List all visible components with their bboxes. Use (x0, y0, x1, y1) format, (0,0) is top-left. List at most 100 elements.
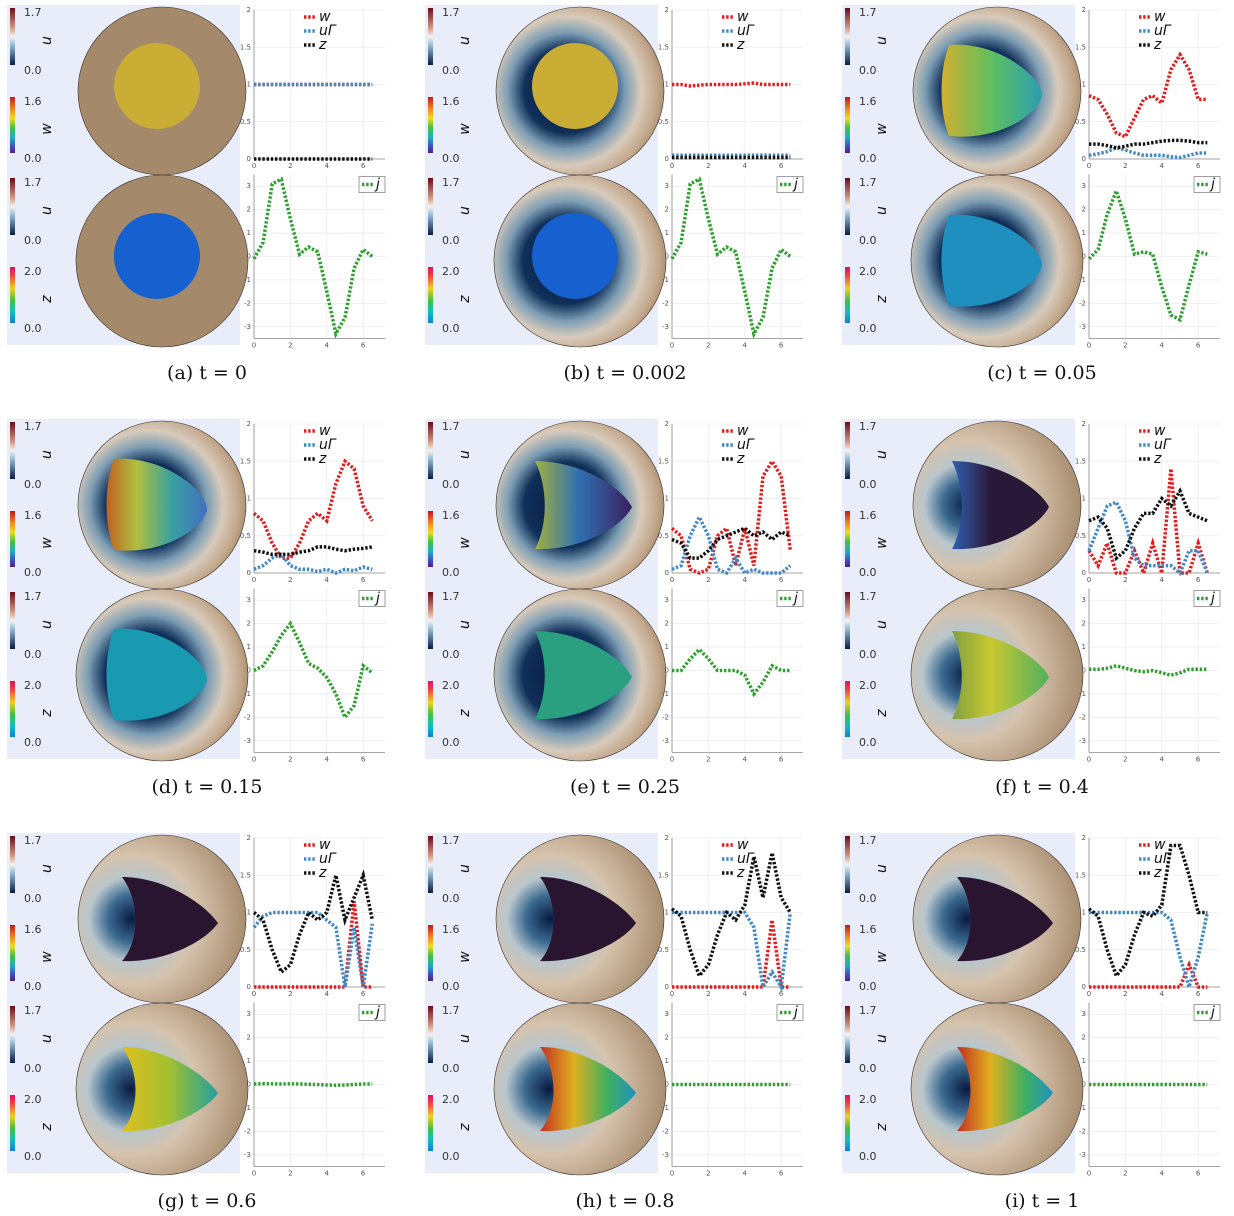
colorbar-label: z (874, 709, 890, 718)
y-tick-label: -3 (1079, 737, 1086, 745)
legend-label: uΓ (319, 851, 337, 867)
colorbar (428, 925, 433, 981)
colorbar-min: 0.0 (859, 152, 877, 165)
colorbar (428, 267, 433, 323)
colorbar (845, 422, 850, 479)
colorbar-max: 1.7 (859, 834, 877, 847)
colorbar (10, 422, 15, 479)
colorbar (428, 1095, 433, 1151)
colorbar (845, 267, 850, 323)
legend-label: z (736, 865, 745, 881)
data-line (1088, 145, 1208, 160)
colorbar-min: 0.0 (442, 322, 460, 335)
legend-label: j (374, 1005, 380, 1021)
colorbar-min: 0.0 (442, 980, 460, 993)
data-line (672, 646, 791, 698)
x-tick-label: 0 (670, 162, 674, 170)
colorbar-label: u (457, 1034, 473, 1043)
y-tick-label: 0 (247, 253, 251, 261)
x-tick-label: 2 (288, 342, 292, 350)
surface-render (106, 628, 207, 721)
colorbar-max: 2.0 (442, 1093, 460, 1106)
caption: (f) t = 0.4 (995, 776, 1089, 798)
x-tick-label: 2 (1123, 990, 1127, 998)
x-tick-label: 6 (1196, 576, 1201, 584)
colorbar (428, 1006, 433, 1063)
colorbar-label: u (874, 1034, 890, 1043)
x-tick-label: 0 (1087, 162, 1091, 170)
x-tick-label: 0 (670, 342, 674, 350)
x-tick-label: 0 (252, 576, 256, 584)
x-tick-label: 4 (743, 576, 748, 584)
y-tick-label: 3 (665, 596, 669, 604)
surface-render (114, 43, 200, 129)
legend-label: j (792, 177, 798, 193)
y-tick-label: 1 (247, 495, 251, 503)
colorbar-min: 0.0 (24, 478, 42, 491)
colorbar (845, 97, 850, 153)
y-tick-label: 1 (1082, 229, 1086, 237)
y-tick-label: 2 (1082, 834, 1086, 842)
surface-render (122, 1047, 218, 1132)
x-tick-label: 6 (1196, 1170, 1201, 1178)
y-tick-label: 1 (247, 229, 251, 237)
y-tick-label: 2 (247, 420, 251, 428)
y-tick-label: 1 (247, 643, 251, 651)
y-tick-label: -1 (244, 1104, 251, 1112)
data-line (1089, 960, 1208, 989)
y-tick-label: -1 (1079, 276, 1086, 284)
surface-render (957, 1047, 1053, 1132)
legend-label: uΓ (319, 23, 337, 39)
x-tick-label: 2 (288, 162, 292, 170)
y-tick-label: 1 (1082, 1057, 1086, 1065)
legend-label: z (1153, 451, 1162, 467)
y-tick-label: 1 (665, 643, 669, 651)
y-tick-label: -3 (1079, 323, 1086, 331)
colorbar-min: 0.0 (859, 1062, 877, 1075)
colorbar (845, 511, 850, 567)
legend-label: j (374, 591, 380, 607)
y-tick-label: -1 (1079, 690, 1086, 698)
colorbar-min: 0.0 (859, 566, 877, 579)
colorbar-label: u (39, 36, 55, 45)
x-tick-label: 2 (288, 990, 292, 998)
y-tick-label: 3 (247, 596, 251, 604)
colorbar (845, 8, 850, 65)
colorbar-max: 1.7 (442, 590, 460, 603)
colorbar (10, 681, 15, 737)
colorbar (428, 97, 433, 153)
colorbar-label: u (457, 864, 473, 873)
y-tick-label: 2 (665, 420, 669, 428)
panel: 1.7 0.0 u 1.6 0.0 w 1.7 0.0 u 2.0 0.0 z (g) t = 0.6 0… (7, 833, 386, 1212)
colorbar-label: u (874, 36, 890, 45)
y-tick-label: 1 (247, 909, 251, 917)
x-tick-label: 0 (670, 756, 674, 764)
y-tick-label: 2 (1082, 1034, 1086, 1042)
colorbar-min: 0.0 (859, 234, 877, 247)
caption: (b) t = 0.002 (563, 362, 686, 384)
colorbar (845, 592, 850, 649)
data-line (253, 1082, 373, 1087)
colorbar-label: u (39, 864, 55, 873)
x-tick-label: 0 (252, 756, 256, 764)
y-tick-label: -2 (244, 1127, 251, 1135)
legend-label: j (1209, 591, 1215, 607)
legend-label: w (1154, 423, 1166, 439)
x-tick-label: 4 (325, 990, 330, 998)
panel: 1.7 0.0 u 1.6 0.0 w 1.7 0.0 u 2.0 0.0 z (a) t = 0 0 0.… (7, 5, 386, 384)
colorbar-max: 2.0 (24, 679, 42, 692)
y-tick-label: 0.5 (658, 532, 669, 540)
x-tick-label: 6 (779, 342, 784, 350)
legend-label: uΓ (1154, 851, 1172, 867)
y-tick-label: 1 (1082, 643, 1086, 651)
colorbar-min: 0.0 (24, 892, 42, 905)
legend-label: w (319, 9, 331, 25)
legend-label: z (318, 451, 327, 467)
x-tick-label: 0 (252, 990, 256, 998)
legend-label: z (736, 37, 745, 53)
y-tick-label: 0 (1082, 667, 1086, 675)
colorbar-label: z (39, 1123, 55, 1132)
colorbar-min: 0.0 (859, 892, 877, 905)
colorbar-max: 2.0 (24, 265, 42, 278)
colorbar (10, 592, 15, 649)
